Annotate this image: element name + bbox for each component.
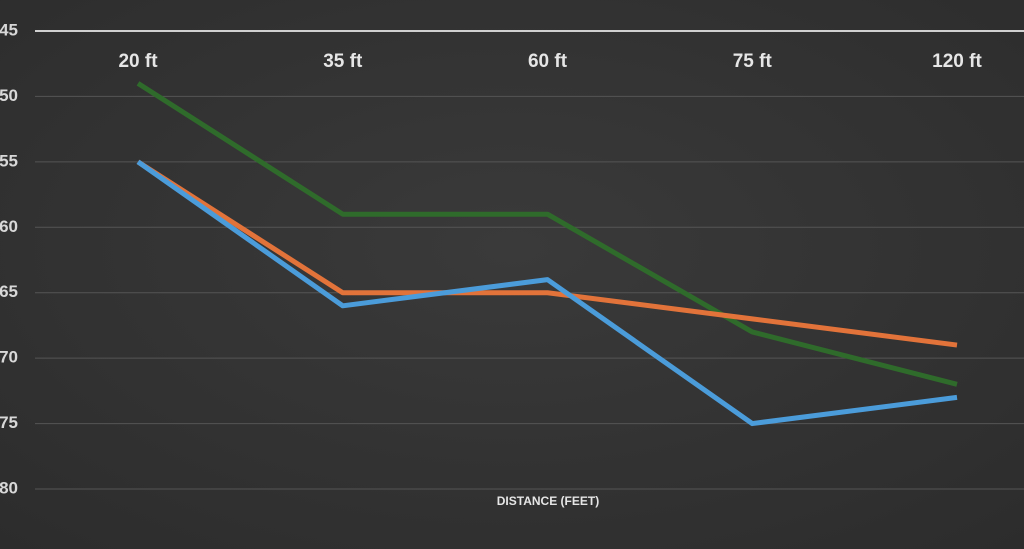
x-tick-label: 75 ft [733,51,773,72]
y-tick-label: -45 [0,20,18,39]
series-line [136,81,958,387]
y-tick-label: -75 [0,413,18,432]
x-tick-label: 35 ft [323,51,363,72]
x-tick-label: 20 ft [118,51,158,72]
x-tick-label: 60 ft [528,51,568,72]
y-tick-label: -50 [0,86,18,105]
y-tick-label: -55 [0,151,18,170]
x-tick-label: 120 ft [932,51,982,72]
x-axis-title: DISTANCE (FEET) [497,494,599,508]
y-tick-label: -60 [0,217,18,236]
y-tick-label: -80 [0,478,18,497]
y-tick-label: -65 [0,282,18,301]
series-line [136,159,958,348]
series-line [136,159,958,427]
y-tick-label: -70 [0,348,18,367]
